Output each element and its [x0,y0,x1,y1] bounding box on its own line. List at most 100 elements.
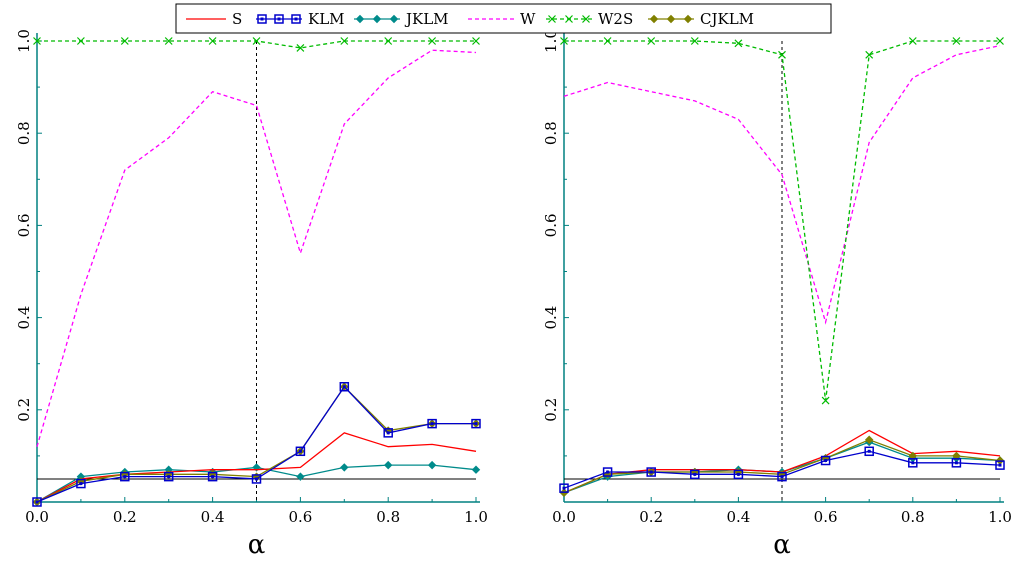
point-klm [559,483,569,493]
point-w2s [296,43,305,52]
point-klm-center [736,472,740,476]
series-w [563,44,1001,325]
point-klm [32,497,42,507]
x-tick-label: 0.2 [113,508,137,526]
x-axis-label: α [773,530,791,560]
point-w2s [428,37,437,45]
y-tick-label: 0.6 [15,213,33,237]
point-w2s [603,37,612,45]
y-tick-label: 0.4 [15,306,33,330]
y-tick-label: 0.8 [542,121,560,145]
x-tick-label: 1.0 [988,508,1012,526]
point-klm [777,471,787,482]
point-klm-center [298,449,302,453]
y-tick-label: 0.2 [15,398,33,422]
point-w2s [690,37,699,45]
point-w2s [252,37,261,45]
point-w2s [472,37,480,45]
legend-label-w: W [520,10,536,28]
point-klm-center [342,385,346,389]
point-klm [646,467,656,477]
point-cjklm [864,435,874,444]
legend-label-s: S [232,10,242,28]
point-klm [864,446,874,457]
point-klm [951,458,962,468]
point-w2s [996,37,1004,45]
legend-marker-cjklm [683,14,693,24]
point-klm-center [167,475,171,479]
point-klm-center [255,477,258,481]
x-tick-label: 0.8 [376,508,400,526]
point-klm [383,428,393,438]
point-w2s [33,37,41,45]
point-klm-center [123,475,127,479]
point-w2s [560,37,568,45]
x-tick-label: 0.0 [552,508,576,526]
legend-marker-klm [291,14,301,24]
legend-label-w2s: W2S [598,10,633,28]
point-w2s [821,396,830,405]
legend-marker-jklm [372,14,382,24]
point-w2s [340,37,349,45]
legend-item-klm: KLM [256,10,345,28]
y-tick-label: 0.6 [542,213,560,237]
legend-marker-cjklm [666,14,676,24]
point-w2s [647,37,656,45]
legend-marker-cjklm [649,14,659,24]
x-tick-label: 1.0 [464,508,488,526]
series-line-w [36,49,477,447]
x-tick-label: 0.2 [639,508,663,526]
legend-item-w2s: W2S [546,10,633,28]
point-jklm [383,460,393,470]
point-klm-center [430,422,434,426]
left-panel: 0.0 0.2 0.4 0.6 0.8 1.0 0.2 0.4 0.6 0.8 1.0 α [15,29,488,560]
legend-marker-w2s [548,15,556,23]
point-w2s [778,50,786,59]
point-w2s [865,50,874,59]
point-klm-center [211,475,215,479]
legend-marker-klm-center [260,17,264,21]
series-line-cjklm [563,439,1001,494]
point-klm-center [649,470,653,474]
legend-item-jklm: JKLM [354,10,449,28]
legend-marker-klm [274,14,284,24]
right-panel: 0.0 0.2 0.4 0.6 0.8 1.0 0.2 0.4 0.6 0.8 1.0 α [542,29,1012,560]
point-klm [295,446,306,457]
point-klm [207,471,218,482]
point-klm [733,469,744,480]
point-klm [995,460,1005,470]
legend-marker-w2s [582,15,590,23]
point-klm-center [606,470,610,474]
point-klm [690,469,700,480]
series-w2s [560,37,1004,405]
point-klm-center [693,472,697,476]
point-jklm [427,460,437,470]
series-w2s [33,37,480,52]
x-tick-label: 0.4 [201,508,225,526]
point-jklm [471,465,481,474]
point-klm [602,467,613,477]
legend: S KLM JKLM W W2S CJKLM [175,3,832,34]
point-jklm [340,463,349,472]
point-w2s [120,37,129,45]
point-klm [120,471,130,482]
legend-marker-jklm [355,14,365,24]
point-w2s [908,37,917,45]
point-klm [339,382,350,392]
series-w [36,49,477,447]
point-klm-center [35,500,39,504]
legend-marker-klm-center [277,17,281,21]
point-klm-center [562,486,566,490]
series-klm [559,446,1005,493]
legend-marker-jklm [389,14,399,24]
series-line-w2s [564,40,1000,401]
point-klm [427,418,437,429]
point-w2s [952,37,961,45]
point-klm [76,478,86,489]
legend-label-jklm: JKLM [404,10,449,28]
point-klm [163,471,174,482]
legend-marker-klm-center [294,17,298,21]
point-klm-center [954,461,958,465]
point-klm-center [824,459,828,463]
